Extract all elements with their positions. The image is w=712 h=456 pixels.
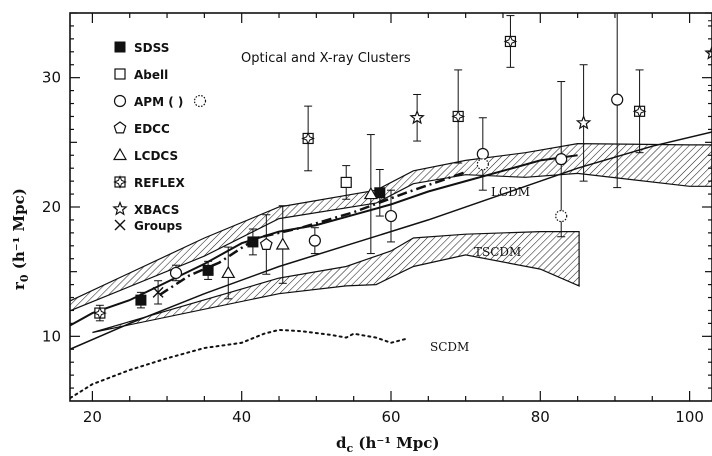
x-axis-sub: c: [347, 442, 354, 455]
y-tick-label-10: 10: [42, 327, 61, 345]
point-open-pentagon-0: [259, 237, 273, 250]
point-dotted-circle-1: [555, 209, 568, 223]
y-axis-title: r0 (h⁻¹ Mpc): [10, 188, 31, 290]
point-filled-square-2: [247, 236, 259, 248]
point-open-square-0: [340, 176, 352, 189]
x-axis-main: d: [336, 434, 347, 452]
x-tick-label-100: 100: [675, 408, 704, 426]
y-axis-unit: (h⁻¹ Mpc): [10, 188, 28, 274]
legend-edcc: EDCC: [134, 122, 170, 136]
axis-ticks: 20 40 60 80 100 10 20 30: [42, 12, 712, 426]
point-open-star-1: [575, 114, 592, 130]
legend-symbol-open-pentagon: [113, 121, 127, 134]
legend-apm: APM ( ): [134, 95, 183, 109]
x-tick-label-40: 40: [232, 408, 251, 426]
point-open-circle-2: [384, 209, 398, 223]
point-open-triangle-0: [221, 265, 236, 279]
point-filled-square-3: [374, 187, 386, 199]
legend-lcdcs: LCDCS: [134, 149, 178, 163]
legend-symbol-cross: [114, 219, 126, 231]
point-square-star-0: [93, 306, 107, 320]
line-scdm: [70, 328, 407, 400]
legend-reflex: REFLEX: [134, 176, 185, 190]
point-square-star-2: [451, 109, 466, 124]
band-tscdm: [92, 231, 580, 334]
legend-symbol-open-circle: [113, 94, 127, 108]
band-lcdm: [70, 142, 712, 312]
point-open-circle-5: [611, 93, 624, 106]
point-square-star-3: [503, 34, 518, 49]
line-dash-line: [158, 170, 467, 296]
legend-groups: Groups: [134, 219, 182, 233]
legend-sdss: SDSS: [134, 41, 169, 55]
annotation: Optical and X-ray Clusters: [241, 51, 411, 66]
point-square-star-4: [632, 104, 647, 119]
legend-symbols: [112, 41, 207, 231]
point-filled-square-1: [202, 264, 214, 276]
legend-xbacs: XBACS: [134, 203, 179, 217]
point-filled-square-0: [135, 294, 147, 306]
legend-abell: Abell: [134, 68, 168, 82]
point-open-star-0: [409, 109, 425, 125]
point-open-triangle-2: [363, 186, 378, 200]
label-tscdm: TSCDM: [474, 245, 521, 259]
y-tick-label-30: 30: [42, 69, 61, 87]
line-fit-line: [70, 154, 578, 327]
legend-symbol-open-star: [112, 200, 128, 216]
x-axis-title: dc (h⁻¹ Mpc): [336, 434, 439, 455]
label-scdm: SCDM: [430, 340, 469, 354]
point-cross-0: [152, 286, 164, 298]
point-open-circle-1: [308, 234, 321, 247]
point-square-star-1: [301, 131, 315, 146]
x-axis-unit: (h⁻¹ Mpc): [353, 434, 439, 452]
point-dotted-circle-0: [476, 158, 489, 171]
legend-symbol-filled-square: [114, 41, 126, 53]
x-tick-label-20: 20: [83, 408, 102, 426]
y-axis-sub: 0: [18, 274, 31, 282]
legend: SDSS Abell APM ( ) EDCC LCDCS REFLEX XBA…: [112, 41, 207, 233]
point-open-circle-3: [476, 147, 489, 161]
x-tick-label-60: 60: [381, 408, 400, 426]
legend-symbol-square-star: [113, 175, 127, 189]
y-axis-main: r: [10, 281, 28, 290]
label-lcdm: LCDM: [491, 185, 530, 199]
legend-symbol-apm-dotted: [193, 94, 207, 108]
point-open-circle-4: [555, 153, 568, 166]
point-open-star-2: [704, 44, 712, 60]
x-tick-label-80: 80: [531, 408, 550, 426]
legend-symbol-open-square: [114, 68, 126, 80]
point-open-triangle-1: [275, 237, 290, 250]
y-tick-label-20: 20: [42, 198, 61, 216]
model-lines: [70, 131, 712, 400]
data-points: [93, 13, 712, 322]
legend-symbol-open-triangle: [112, 147, 128, 161]
point-open-circle-0: [169, 266, 183, 280]
model-bands: [70, 142, 712, 334]
